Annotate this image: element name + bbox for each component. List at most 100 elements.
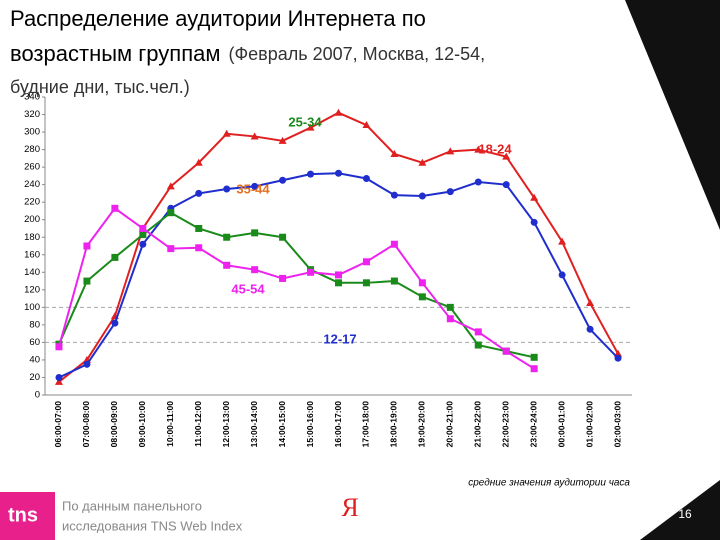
source: По данным панельного: [62, 498, 202, 513]
marker: [279, 176, 287, 184]
logo-box: [0, 492, 55, 540]
marker: [474, 341, 482, 349]
marker: [307, 170, 315, 178]
marker: [530, 365, 538, 373]
y-tick-label: 100: [24, 302, 40, 313]
marker: [111, 319, 119, 327]
marker: [222, 129, 231, 137]
marker: [390, 277, 398, 285]
marker: [418, 279, 426, 287]
marker: [223, 261, 231, 269]
marker: [586, 298, 595, 306]
marker: [55, 343, 63, 351]
marker: [250, 132, 259, 140]
marker: [55, 373, 63, 381]
marker: [83, 360, 91, 368]
marker: [362, 121, 371, 129]
marker: [195, 244, 203, 252]
marker: [418, 192, 426, 200]
subtitle: будние дни, тыс.чел.): [10, 77, 190, 97]
x-tick-label: 18:00-19:00: [389, 401, 399, 448]
marker: [614, 354, 622, 362]
x-tick-label: 13:00-14:00: [249, 401, 259, 448]
y-tick-label: 40: [29, 354, 40, 365]
marker: [167, 209, 175, 217]
y-tick-label: 260: [24, 162, 40, 173]
marker: [418, 293, 426, 301]
corner-decoration: [625, 0, 720, 230]
marker: [83, 242, 91, 250]
title: возрастным группам (Февраль 2007, Москва,…: [10, 41, 485, 66]
marker: [195, 224, 203, 232]
x-tick-label: 19:00-20:00: [417, 401, 427, 448]
marker: [446, 147, 455, 155]
marker: [390, 240, 398, 248]
x-tick-label: 12:00-13:00: [221, 401, 231, 448]
marker: [279, 233, 287, 241]
y-tick-label: 0: [35, 390, 40, 401]
y-tick-label: 240: [24, 179, 40, 190]
marker: [558, 237, 567, 245]
x-tick-label: 14:00-15:00: [277, 401, 287, 448]
marker: [139, 231, 147, 239]
x-tick-label: 09:00-10:00: [137, 401, 147, 448]
x-tick-label: 21:00-22:00: [473, 401, 483, 448]
x-tick-label: 01:00-02:00: [584, 401, 594, 448]
marker: [418, 158, 427, 166]
y-tick-label: 120: [24, 284, 40, 295]
marker: [334, 108, 343, 116]
marker: [530, 218, 538, 226]
annotation: 25-34: [288, 114, 322, 129]
marker: [195, 189, 203, 197]
marker: [362, 175, 370, 183]
x-tick-label: 06:00-07:00: [53, 401, 63, 448]
marker: [223, 233, 231, 241]
series-line: [58, 211, 535, 359]
marker: [586, 325, 594, 333]
marker: [167, 245, 175, 253]
y-tick-label: 280: [24, 144, 40, 155]
x-tick-label: 22:00-23:00: [500, 401, 510, 448]
marker: [390, 149, 399, 157]
annotation: 12-17: [323, 331, 356, 346]
marker: [279, 274, 287, 282]
annotation: 18-24: [478, 141, 512, 156]
marker: [166, 182, 175, 190]
y-tick-label: 340: [24, 92, 40, 103]
marker: [530, 353, 538, 361]
marker: [335, 271, 342, 279]
annotation: 45-54: [231, 281, 265, 296]
page-number: 16: [678, 507, 692, 521]
x-tick-label: 02:00-03:00: [612, 401, 622, 448]
marker: [111, 204, 119, 212]
marker: [194, 158, 203, 166]
title-line: возрастным группам: [10, 41, 220, 66]
marker: [474, 178, 482, 186]
y-tick-label: 160: [24, 249, 40, 260]
marker: [502, 152, 511, 160]
marker: [530, 193, 539, 201]
marker: [446, 303, 454, 311]
marker: [223, 185, 231, 193]
marker: [111, 253, 119, 261]
y-tick-label: 140: [24, 267, 40, 278]
annotation: 35-44: [236, 181, 270, 196]
marker: [335, 169, 342, 177]
y-tick-label: 180: [24, 232, 40, 243]
marker: [390, 191, 398, 199]
x-tick-label: 10:00-11:00: [165, 401, 175, 447]
marker: [251, 229, 259, 237]
x-tick-label: 00:00-01:00: [556, 401, 566, 448]
marker: [306, 123, 315, 131]
marker: [474, 145, 483, 153]
marker: [251, 182, 259, 190]
y-tick-label: 60: [29, 337, 40, 348]
y-tick-label: 320: [24, 109, 40, 120]
marker: [335, 279, 342, 287]
marker: [502, 347, 510, 355]
logo: tns: [8, 504, 38, 526]
marker: [362, 258, 370, 266]
y-tick-label: 200: [24, 214, 40, 225]
x-tick-label: 11:00-12:00: [193, 401, 203, 447]
